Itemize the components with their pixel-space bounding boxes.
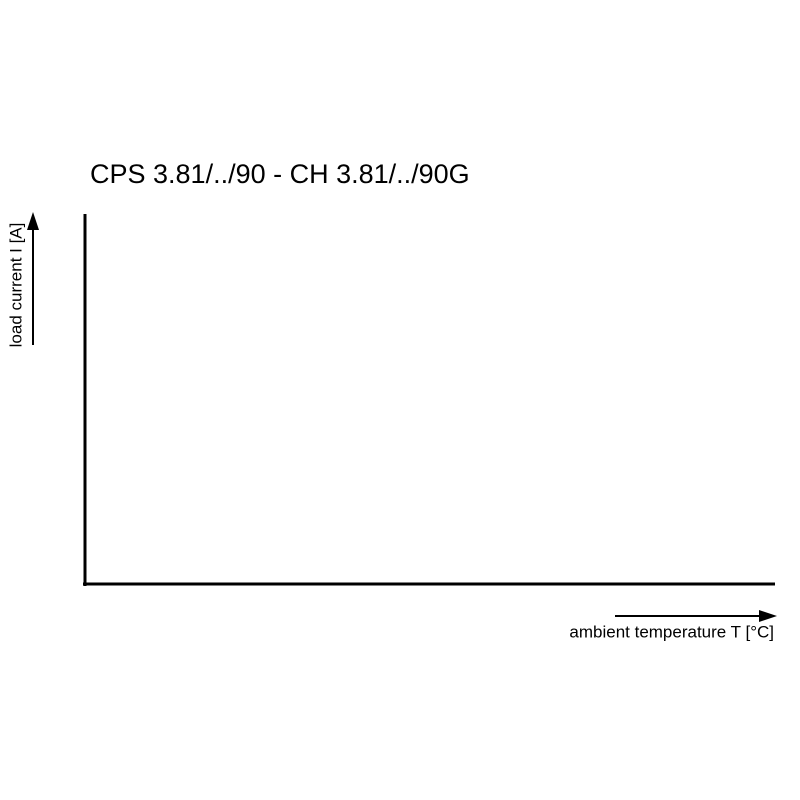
legend-background <box>95 472 468 580</box>
x-axis-label: ambient temperature T [°C] <box>569 622 774 641</box>
y-axis-label: load current I [A] <box>6 223 25 348</box>
x-arrow-head <box>759 610 777 622</box>
y-arrow-head <box>27 212 39 230</box>
chart-title: CPS 3.81/../90 - CH 3.81/../90G <box>90 159 470 189</box>
